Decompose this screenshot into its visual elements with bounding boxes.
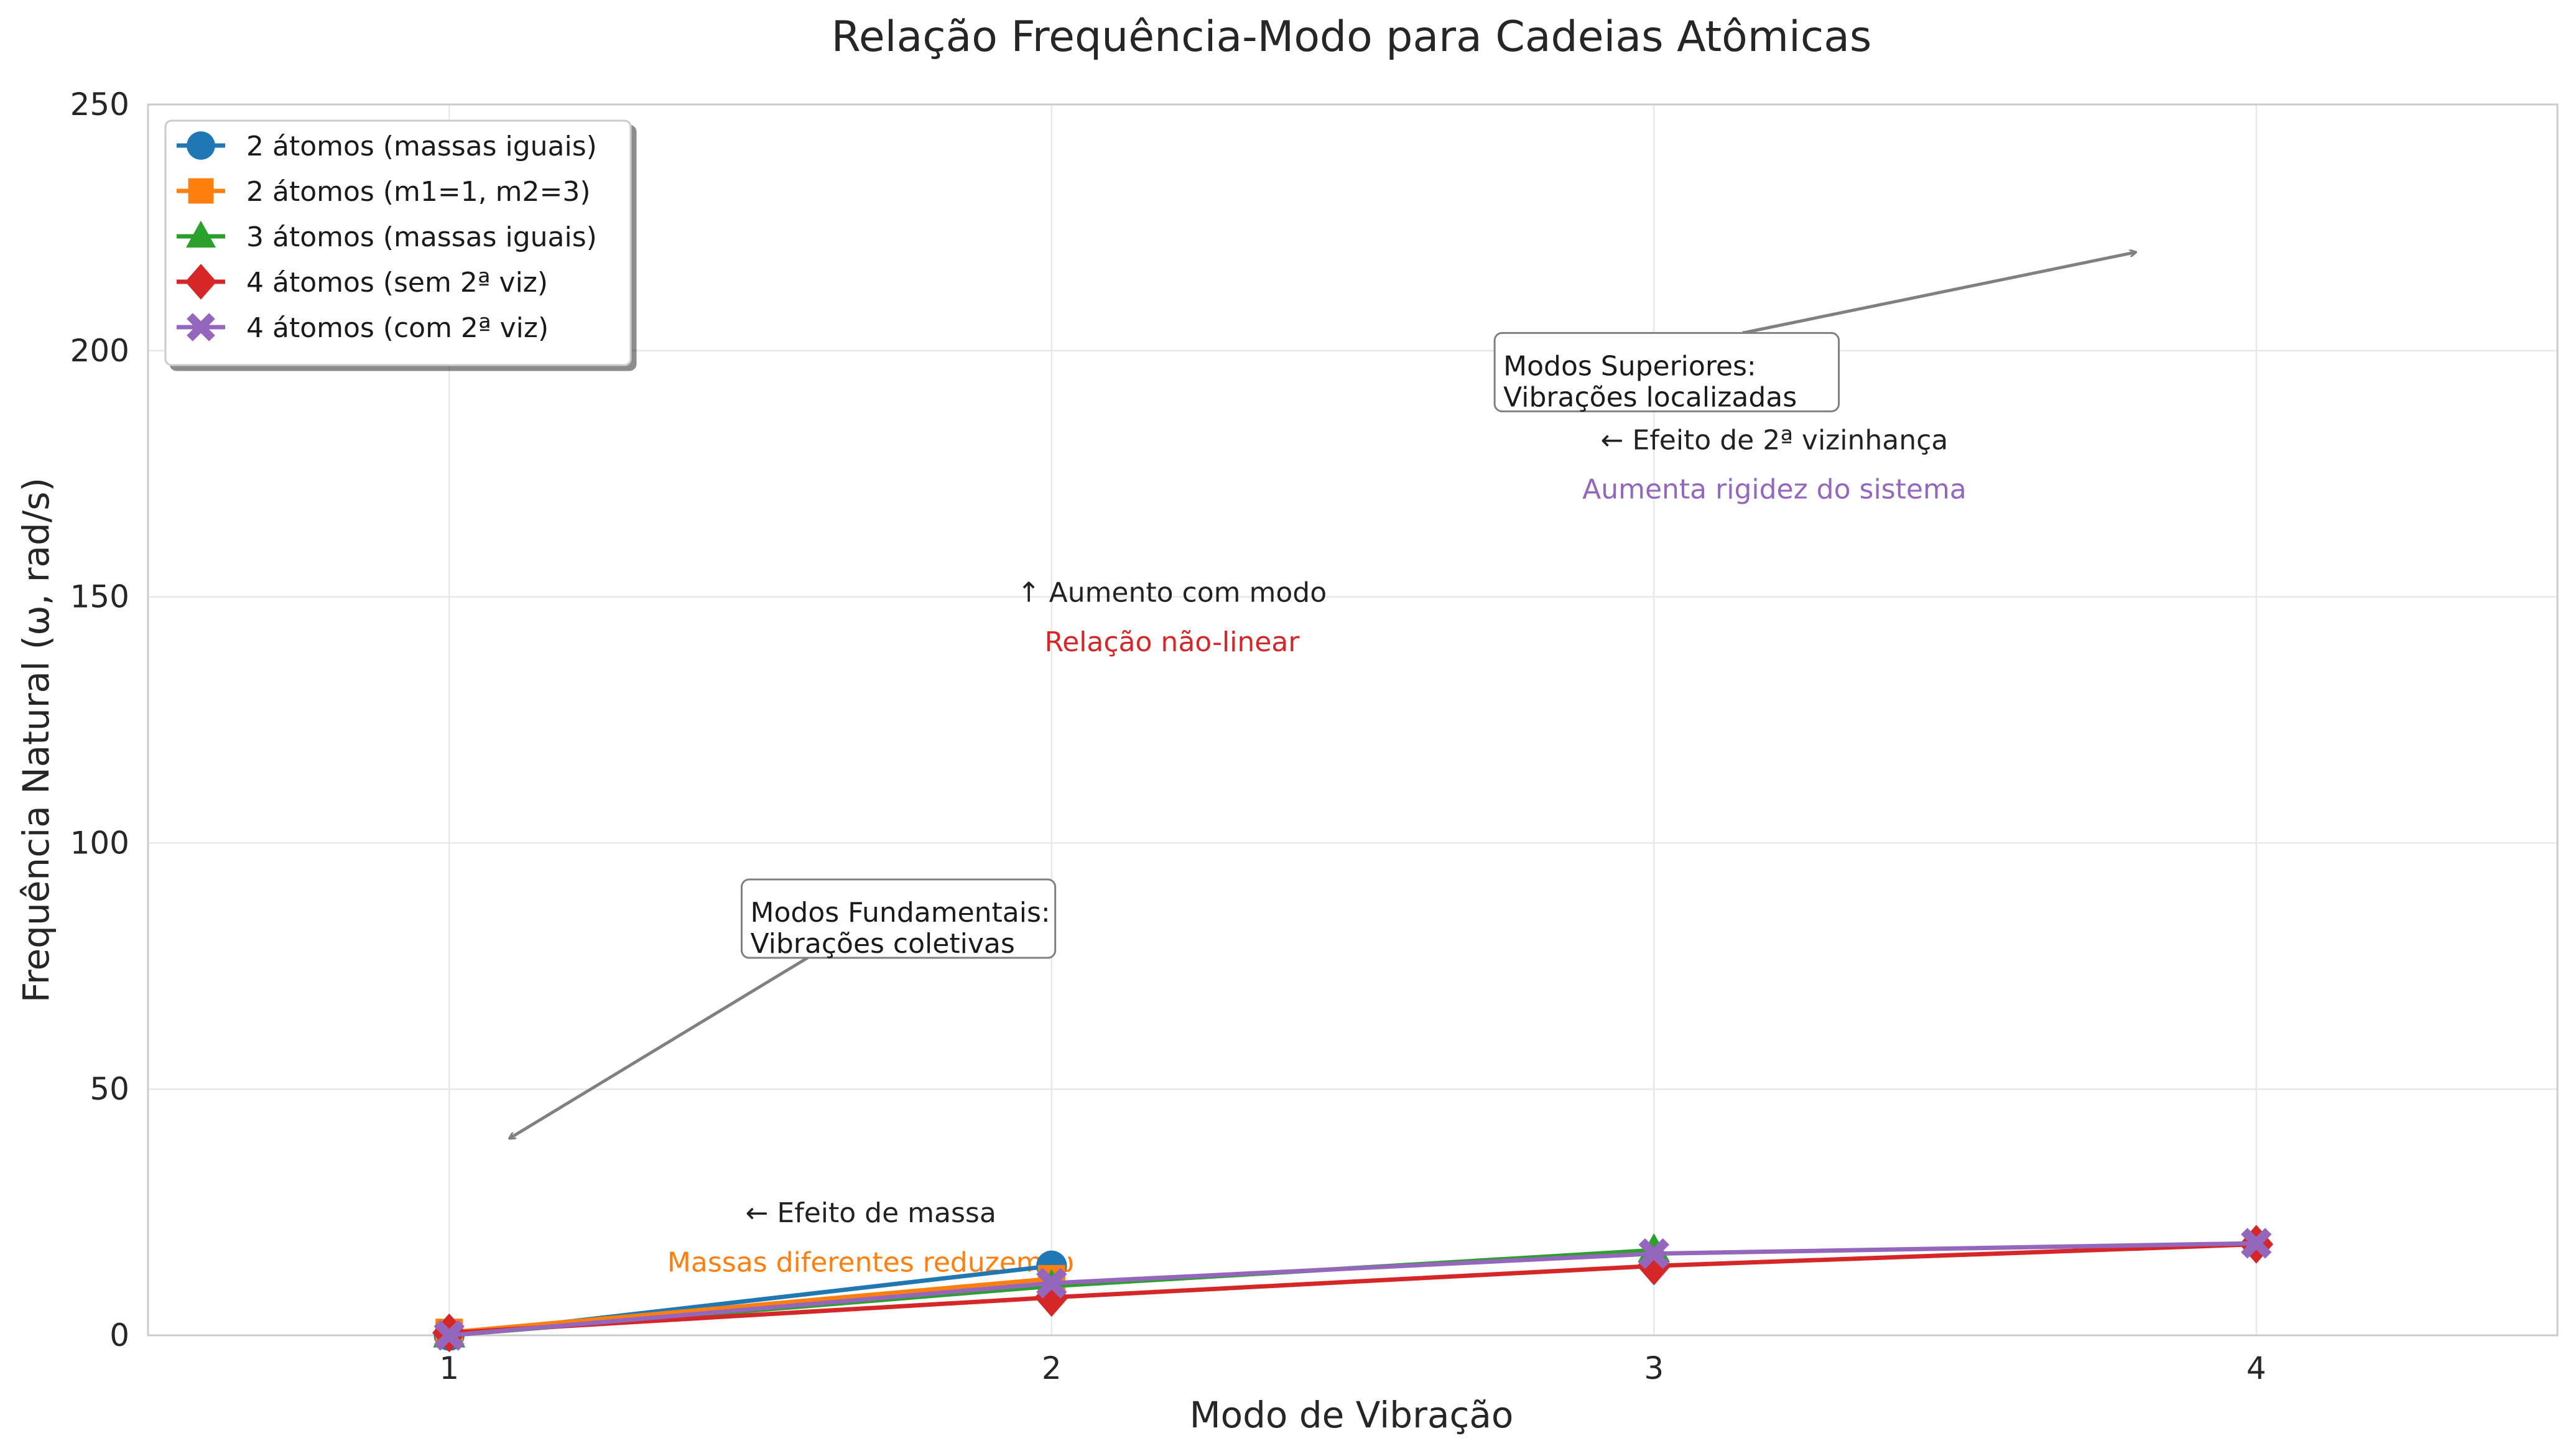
x-tick-label: 1 xyxy=(439,1350,459,1386)
series-group xyxy=(433,1228,2272,1351)
y-tick-label: 150 xyxy=(70,579,129,615)
legend-label: 4 átomos (com 2ª viz) xyxy=(246,312,549,344)
data-point xyxy=(185,264,217,300)
annotation-label: ← Efeito de 2ª vizinhança xyxy=(1601,424,1949,456)
y-tick-label: 250 xyxy=(70,86,129,123)
annotation-text: Vibrações coletivas xyxy=(751,928,1015,960)
data-point xyxy=(433,1320,465,1351)
y-tick-label: 200 xyxy=(70,333,129,369)
series xyxy=(432,1225,2274,1353)
data-point xyxy=(1638,1238,1669,1269)
annotation-label: Relação não-linear xyxy=(1045,626,1300,658)
annotation-label: ↑ Aumento com modo xyxy=(1018,577,1327,609)
series-line xyxy=(449,1242,2256,1335)
y-tick-label: 50 xyxy=(90,1071,129,1107)
legend-label: 2 átomos (massas iguais) xyxy=(246,131,597,162)
series-line xyxy=(448,1276,1052,1335)
data-point xyxy=(2241,1228,2272,1259)
annotations: Modos Fundamentais:Vibrações coletivas Mo… xyxy=(509,252,2136,1278)
chart-title: Relação Frequência-Modo para Cadeias Atô… xyxy=(832,12,1872,62)
y-axis-label: Frequência Natural (ω, rad/s) xyxy=(15,478,57,1003)
annotation-box xyxy=(741,878,1057,959)
legend: 2 átomos (massas iguais) 2 átomos (m1=1, … xyxy=(164,119,632,366)
legend-label: 3 átomos (massas iguais) xyxy=(246,221,597,253)
x-axis-label: Modo de Vibração xyxy=(1190,1394,1514,1436)
data-point xyxy=(186,220,216,248)
legend-label: 4 átomos (sem 2ª viz) xyxy=(246,267,548,299)
y-tick-label: 100 xyxy=(70,825,129,861)
legend-label: 2 átomos (m1=1, m2=3) xyxy=(246,176,591,208)
data-point xyxy=(188,178,214,204)
y-tick-label: 0 xyxy=(109,1317,129,1353)
x-tick-label: 2 xyxy=(1042,1350,1062,1386)
annotation-label: Aumenta rigidez do sistema xyxy=(1582,473,1967,505)
data-point xyxy=(1036,1268,1067,1299)
data-point xyxy=(187,313,215,341)
axes: 1 2 3 4 0 50 100 150 200 250 xyxy=(70,86,2559,1386)
x-tick-label: 3 xyxy=(1644,1350,1664,1386)
legend-box xyxy=(164,119,632,366)
plot-frame xyxy=(147,103,2559,1337)
series-line xyxy=(448,1241,2256,1338)
annotation-text: Modos Fundamentais: xyxy=(751,897,1050,929)
annotation-label: ← Efeito de massa xyxy=(746,1197,996,1229)
data-point xyxy=(187,131,215,160)
annotation-text: Modos Superiores: xyxy=(1503,350,1756,382)
x-tick-label: 4 xyxy=(2246,1350,2266,1386)
annotation-box xyxy=(1493,332,1840,412)
annotation-text: Vibrações localizadas xyxy=(1503,381,1797,413)
annotation-arrow xyxy=(509,956,809,1138)
annotation-label: Massas diferentes reduzem ω xyxy=(667,1246,1075,1278)
series-group xyxy=(432,1225,2274,1353)
annotation-arrow xyxy=(1742,252,2136,335)
